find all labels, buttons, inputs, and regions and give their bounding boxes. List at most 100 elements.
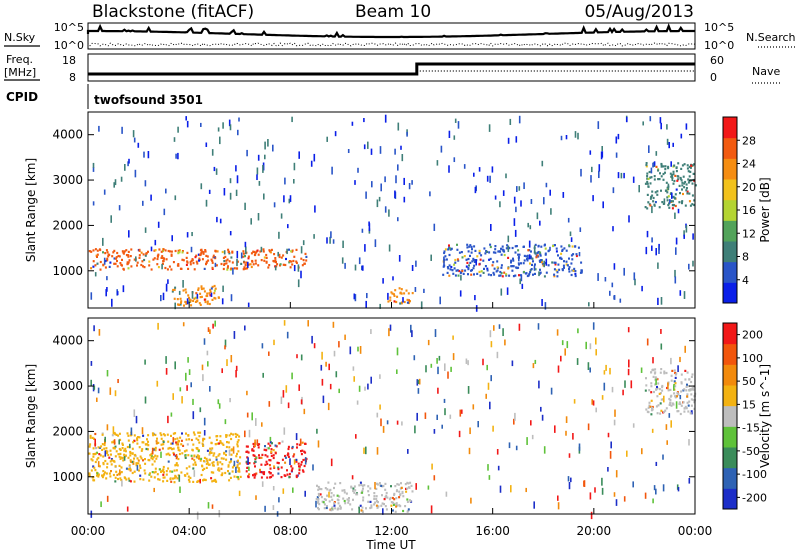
scatter-echo bbox=[560, 355, 562, 362]
scatter-echo bbox=[469, 427, 471, 435]
scatter-echo bbox=[490, 341, 493, 348]
scatter-echo bbox=[248, 466, 250, 471]
scatter-echo bbox=[607, 467, 609, 472]
echo-cell bbox=[301, 469, 304, 472]
echo-cell bbox=[370, 504, 373, 507]
echo-cell bbox=[116, 251, 119, 255]
echo-cell bbox=[692, 398, 695, 401]
echo-cell bbox=[290, 250, 293, 253]
echo-cell bbox=[138, 249, 141, 252]
echo-cell bbox=[300, 257, 303, 260]
echo-cell bbox=[208, 436, 211, 439]
scatter-echo bbox=[520, 274, 523, 282]
scatter-echo bbox=[543, 197, 545, 205]
y-tick-label: 4000 bbox=[52, 334, 83, 348]
scatter-echo bbox=[627, 368, 630, 376]
echo-cell bbox=[102, 251, 104, 254]
colorbar-tick-label: -50 bbox=[742, 445, 760, 458]
echo-cell bbox=[147, 448, 149, 451]
scatter-echo bbox=[229, 192, 232, 200]
echo-cell bbox=[645, 377, 647, 380]
echo-cell bbox=[238, 435, 241, 438]
echo-cell bbox=[117, 434, 120, 437]
scatter-echo bbox=[92, 201, 95, 206]
echo-cell bbox=[92, 453, 95, 456]
echo-cell bbox=[177, 249, 180, 252]
scatter-echo bbox=[452, 353, 455, 361]
echo-cell bbox=[384, 482, 387, 485]
echo-cell bbox=[363, 484, 366, 487]
echo-cell bbox=[668, 206, 671, 209]
scatter-echo bbox=[450, 366, 452, 372]
echo-cell bbox=[381, 485, 384, 488]
echo-cell bbox=[263, 256, 266, 259]
echo-cell bbox=[574, 272, 577, 276]
echo-cell bbox=[529, 262, 531, 265]
scatter-echo bbox=[557, 495, 559, 501]
echo-cell bbox=[295, 474, 298, 477]
echo-cell bbox=[687, 181, 690, 184]
echo-cell bbox=[505, 274, 508, 277]
echo-cell bbox=[128, 259, 131, 262]
scatter-echo bbox=[282, 488, 285, 494]
echo-cell bbox=[250, 265, 253, 269]
scatter-echo bbox=[90, 361, 93, 366]
echo-cell bbox=[467, 268, 470, 271]
echo-cell bbox=[91, 436, 94, 439]
scatter-echo bbox=[255, 495, 257, 500]
scatter-echo bbox=[518, 323, 521, 331]
echo-cell bbox=[117, 453, 120, 456]
scatter-echo bbox=[321, 351, 323, 360]
scatter-echo bbox=[513, 218, 516, 226]
scatter-echo bbox=[652, 357, 654, 364]
echo-cell bbox=[98, 465, 101, 468]
scatter-echo bbox=[352, 366, 355, 371]
scatter-echo bbox=[230, 355, 233, 363]
echo-cell bbox=[651, 408, 654, 411]
scatter-echo bbox=[277, 251, 279, 257]
scatter-echo bbox=[683, 230, 685, 237]
echo-cell bbox=[657, 169, 660, 172]
echo-cell bbox=[347, 499, 350, 502]
echo-cell bbox=[367, 494, 370, 497]
scatter-echo bbox=[191, 291, 194, 299]
echo-cell bbox=[686, 167, 689, 170]
echo-cell bbox=[456, 248, 459, 251]
echo-cell bbox=[180, 267, 183, 270]
echo-cell bbox=[196, 262, 199, 265]
scatter-echo bbox=[186, 232, 189, 238]
echo-cell bbox=[390, 504, 393, 507]
echo-cell bbox=[94, 469, 97, 472]
echo-cell bbox=[214, 443, 217, 446]
echo-cell bbox=[487, 273, 490, 276]
scatter-echo bbox=[136, 465, 139, 471]
echo-cell bbox=[211, 298, 214, 301]
echo-cell bbox=[106, 450, 109, 453]
echo-cell bbox=[517, 253, 520, 256]
echo-cell bbox=[553, 273, 556, 276]
echo-cell bbox=[158, 468, 161, 471]
echo-cell bbox=[205, 254, 208, 257]
scatter-echo bbox=[262, 372, 264, 378]
echo-cell bbox=[177, 446, 180, 449]
echo-cell bbox=[384, 488, 387, 491]
scatter-echo bbox=[507, 245, 510, 252]
echo-cell bbox=[175, 441, 178, 444]
echo-cell bbox=[171, 448, 173, 451]
echo-cell bbox=[104, 266, 107, 269]
echo-cell bbox=[162, 476, 165, 479]
echo-cell bbox=[253, 476, 256, 479]
scatter-echo bbox=[613, 419, 616, 426]
echo-cell bbox=[138, 254, 141, 257]
echo-cell bbox=[263, 471, 266, 474]
echo-cell bbox=[268, 471, 271, 474]
echo-cell bbox=[405, 289, 408, 292]
scatter-echo bbox=[528, 240, 531, 248]
echo-cell bbox=[199, 431, 202, 434]
echo-cell bbox=[192, 299, 195, 302]
echo-cell bbox=[209, 452, 211, 455]
echo-cell bbox=[237, 467, 240, 470]
echo-cell bbox=[304, 442, 306, 445]
scatter-echo bbox=[437, 387, 439, 394]
scatter-echo bbox=[499, 201, 501, 208]
